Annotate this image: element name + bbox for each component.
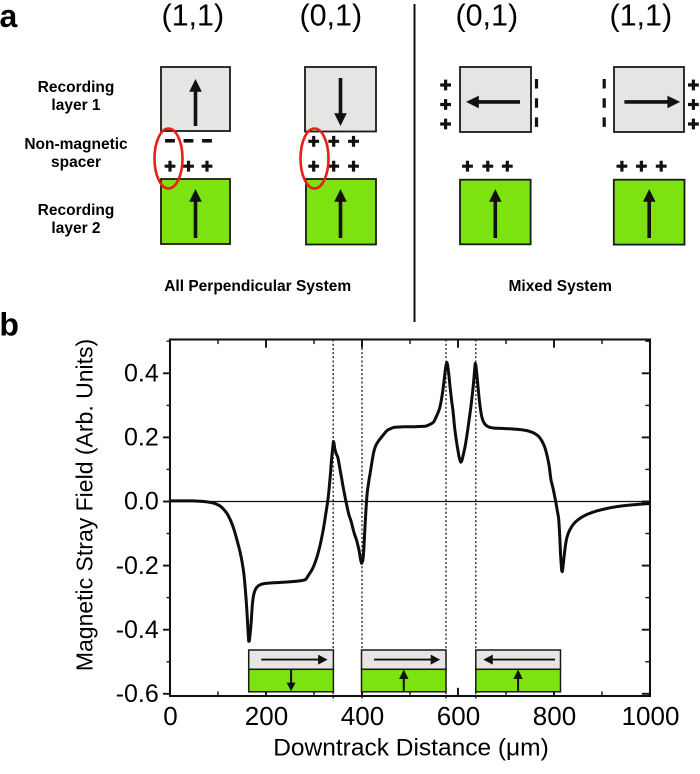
svg-text:(1,1): (1,1) <box>161 0 224 33</box>
svg-text:600: 600 <box>437 701 480 731</box>
svg-text:spacer: spacer <box>51 154 101 171</box>
svg-text:All Perpendicular System: All Perpendicular System <box>164 278 351 295</box>
svg-text:(0,1): (0,1) <box>299 0 362 33</box>
svg-text:0: 0 <box>163 701 177 731</box>
svg-text:200: 200 <box>245 701 288 731</box>
svg-text:-0.6: -0.6 <box>116 680 159 708</box>
svg-text:-0.2: -0.2 <box>116 552 159 580</box>
svg-text:(1,1): (1,1) <box>609 0 672 33</box>
svg-text:b: b <box>0 307 19 343</box>
svg-text:Recording: Recording <box>38 202 115 219</box>
svg-text:0.4: 0.4 <box>124 360 159 388</box>
svg-text:(0,1): (0,1) <box>455 0 518 33</box>
svg-text:0.2: 0.2 <box>124 424 159 452</box>
svg-text:a: a <box>0 0 18 34</box>
svg-text:layer 2: layer 2 <box>51 220 100 237</box>
svg-text:400: 400 <box>341 701 384 731</box>
svg-text:Downtrack Distance (μm): Downtrack Distance (μm) <box>273 735 549 762</box>
svg-text:Magnetic Stray Field (Arb. Uni: Magnetic Stray Field (Arb. Units) <box>71 339 97 671</box>
svg-text:0.0: 0.0 <box>124 488 159 516</box>
svg-text:Recording: Recording <box>38 79 115 96</box>
svg-text:Non-magnetic: Non-magnetic <box>24 136 128 153</box>
svg-text:layer 1: layer 1 <box>51 97 101 114</box>
svg-text:1000: 1000 <box>622 701 680 731</box>
svg-text:800: 800 <box>533 701 576 731</box>
svg-text:Mixed System: Mixed System <box>509 278 612 295</box>
svg-text:-0.4: -0.4 <box>116 616 159 644</box>
